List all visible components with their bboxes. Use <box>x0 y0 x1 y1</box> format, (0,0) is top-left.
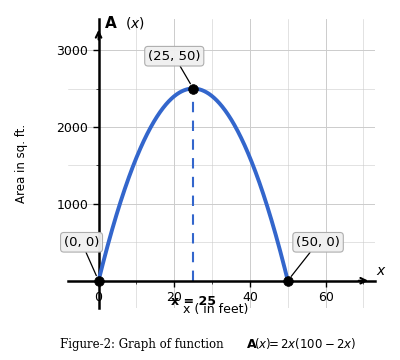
Text: $\mathbf{A}$: $\mathbf{A}$ <box>104 15 118 31</box>
Text: x: x <box>377 264 385 278</box>
Text: Figure-2: Graph of function: Figure-2: Graph of function <box>60 338 231 351</box>
Text: $\mathbf{A}$: $\mathbf{A}$ <box>246 338 258 351</box>
Text: $(x)$: $(x)$ <box>125 15 145 31</box>
Text: (25, 50): (25, 50) <box>148 50 200 84</box>
Text: x ( in feet): x ( in feet) <box>183 303 248 316</box>
Text: $(x)$: $(x)$ <box>254 336 271 351</box>
Text: (50, 0): (50, 0) <box>291 236 340 276</box>
Y-axis label: Area in sq. ft.: Area in sq. ft. <box>16 124 28 203</box>
Text: (0, 0): (0, 0) <box>64 236 99 276</box>
Text: x = 25: x = 25 <box>171 295 216 308</box>
Text: $= 2x(100-2x)$: $= 2x(100-2x)$ <box>266 336 356 351</box>
